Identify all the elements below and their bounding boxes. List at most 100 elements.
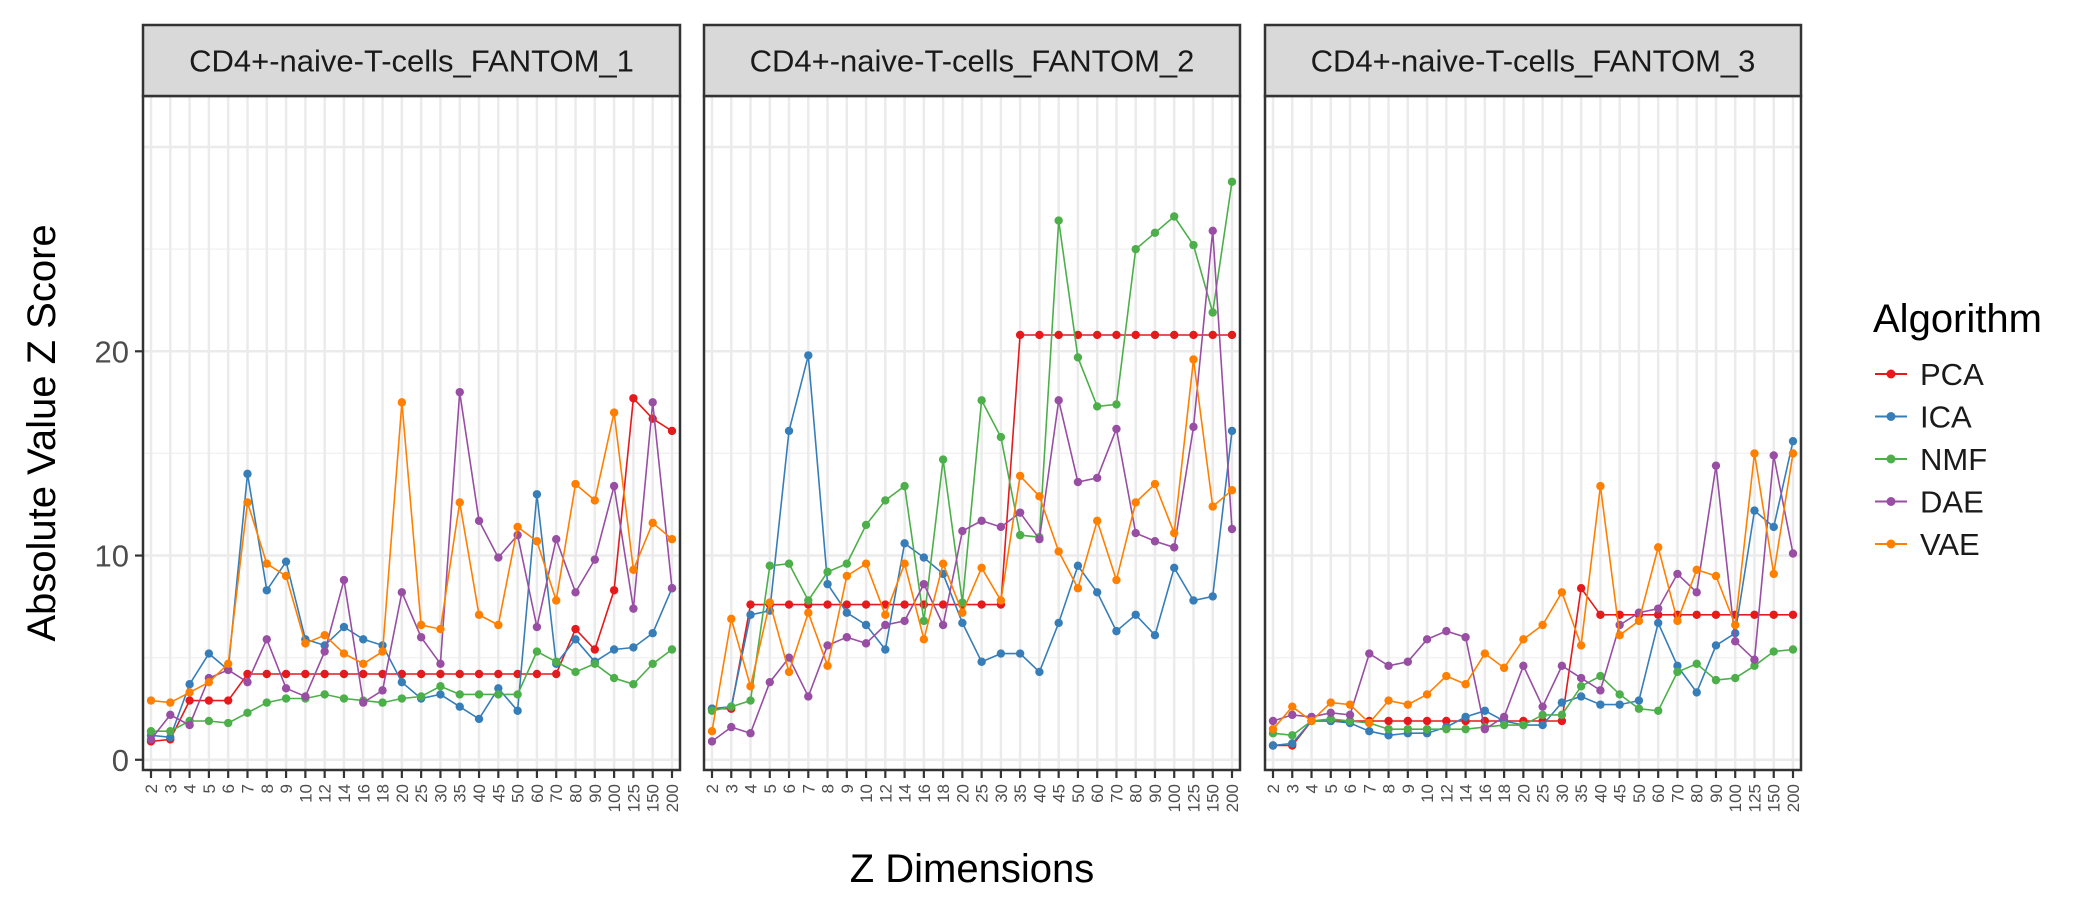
data-point-dae — [223, 665, 233, 675]
data-point-nmf — [900, 481, 909, 491]
data-point-nmf — [784, 559, 794, 568]
data-point-vae — [1711, 571, 1721, 581]
data-point-ica — [455, 702, 464, 711]
x-tick-label: 60 — [1088, 784, 1107, 803]
x-tick-label: 7 — [1360, 784, 1379, 793]
data-point-vae — [1384, 696, 1393, 705]
data-point-pca — [900, 600, 909, 609]
data-point-pca — [823, 600, 832, 609]
series-line-dae — [1272, 455, 1794, 731]
data-point-dae — [378, 686, 387, 695]
data-point-vae — [339, 649, 349, 658]
x-tick-label: 8 — [258, 784, 277, 793]
data-point-vae — [1073, 584, 1083, 593]
data-point-nmf — [378, 698, 387, 707]
data-point-dae — [1653, 604, 1663, 613]
data-point-ica — [1769, 522, 1778, 532]
data-point-ica — [1673, 661, 1682, 671]
x-tick-label: 80 — [567, 784, 586, 803]
data-point-nmf — [436, 682, 445, 691]
x-tick-label: 2 — [1264, 784, 1283, 793]
data-point-dae — [1576, 673, 1586, 683]
x-tick-label: 16 — [354, 784, 373, 803]
data-point-nmf — [1731, 673, 1740, 683]
legend-title: Algorithm — [1873, 297, 2042, 341]
data-point-vae — [746, 682, 755, 691]
data-point-dae — [1015, 508, 1025, 517]
x-tick-label: 6 — [219, 784, 238, 793]
data-point-vae — [707, 726, 717, 736]
x-tick-label: 5 — [1322, 784, 1341, 793]
data-point-ica — [359, 635, 368, 644]
x-tick-label: 30 — [992, 784, 1011, 803]
data-point-dae — [919, 579, 929, 589]
data-point-nmf — [590, 659, 600, 668]
data-point-pca — [977, 600, 986, 609]
data-point-ica — [1788, 436, 1798, 446]
data-point-dae — [977, 516, 986, 526]
data-point-dae — [1189, 422, 1198, 432]
data-point-pca — [416, 669, 426, 679]
data-point-vae — [919, 635, 929, 644]
data-point-nmf — [842, 559, 852, 568]
data-point-dae — [1365, 649, 1374, 658]
data-point-vae — [823, 661, 832, 671]
data-point-dae — [1150, 537, 1160, 546]
data-point-vae — [223, 659, 233, 668]
data-point-nmf — [1326, 714, 1335, 724]
x-tick-label: 6 — [780, 784, 799, 793]
data-point-vae — [1208, 502, 1217, 511]
data-point-dae — [1596, 686, 1605, 695]
data-point-pca — [301, 669, 310, 679]
x-tick-label: 5 — [200, 784, 219, 793]
data-point-nmf — [1189, 240, 1198, 250]
data-point-pca — [667, 426, 677, 436]
data-point-dae — [707, 737, 717, 746]
data-point-dae — [842, 633, 852, 642]
data-point-nmf — [1711, 675, 1721, 685]
legend-key-point-dae — [1886, 497, 1896, 506]
legend: Algorithm PCA ICA NMF DAE VAE — [1873, 297, 2042, 562]
series-line-ica — [1272, 441, 1794, 747]
x-tick-label: 150 — [1765, 784, 1784, 812]
data-point-dae — [823, 641, 832, 650]
data-point-dae — [1073, 477, 1083, 487]
x-tick-label: 14 — [335, 784, 354, 803]
data-point-nmf — [532, 647, 542, 656]
x-tick-label: 4 — [181, 784, 200, 793]
x-tick-label: 125 — [1184, 784, 1203, 812]
x-tick-label: 18 — [934, 784, 953, 803]
data-point-nmf — [455, 690, 464, 699]
data-point-ica — [900, 539, 909, 548]
data-point-vae — [436, 624, 445, 634]
data-point-ica — [1538, 720, 1547, 730]
data-point-nmf — [1615, 690, 1624, 699]
data-point-dae — [1711, 461, 1721, 470]
data-point-nmf — [513, 690, 522, 699]
data-point-ica — [842, 608, 852, 617]
y-tick-label: 0 — [112, 743, 129, 778]
data-point-ica — [823, 579, 832, 589]
data-point-dae — [1288, 710, 1297, 720]
x-tick-label: 14 — [1457, 784, 1476, 803]
legend-label-nmf: NMF — [1920, 442, 1987, 477]
data-point-vae — [552, 596, 561, 605]
data-point-dae — [397, 588, 407, 597]
x-tick-label: 40 — [1030, 784, 1049, 803]
facet-panel-3: CD4+-naive-T-cells_FANTOM_32 3 4 5 6 7 8 9 10 12 1… — [1263, 23, 1803, 812]
data-point-nmf — [1422, 724, 1432, 734]
data-point-dae — [996, 522, 1006, 532]
panel-background — [1265, 96, 1801, 770]
data-point-vae — [727, 614, 736, 624]
data-point-pca — [590, 645, 600, 654]
data-point-nmf — [804, 596, 813, 605]
data-point-nmf — [1634, 704, 1644, 713]
data-point-pca — [223, 696, 233, 705]
data-point-nmf — [1015, 530, 1025, 540]
x-tick-label: 20 — [1514, 784, 1533, 803]
x-tick-label: 90 — [1146, 784, 1165, 803]
data-point-nmf — [727, 702, 736, 711]
data-point-nmf — [1288, 731, 1297, 740]
data-point-vae — [243, 498, 252, 507]
data-point-pca — [609, 586, 619, 595]
